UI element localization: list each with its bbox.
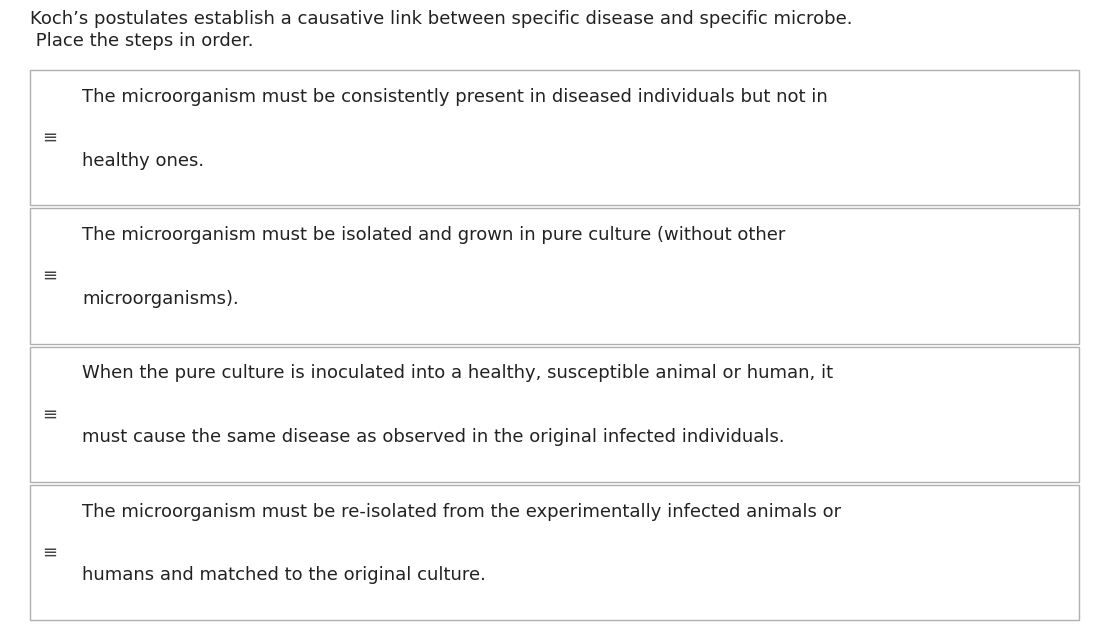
Text: humans and matched to the original culture.: humans and matched to the original cultu… [82, 566, 486, 584]
Text: When the pure culture is inoculated into a healthy, susceptible animal or human,: When the pure culture is inoculated into… [82, 364, 833, 382]
Text: The microorganism must be consistently present in diseased individuals but not i: The microorganism must be consistently p… [82, 88, 827, 106]
FancyBboxPatch shape [30, 208, 1079, 344]
FancyBboxPatch shape [30, 485, 1079, 620]
Text: microorganisms).: microorganisms). [82, 290, 238, 308]
Text: ≡: ≡ [42, 543, 58, 561]
Text: ≡: ≡ [42, 405, 58, 423]
Text: Place the steps in order.: Place the steps in order. [30, 32, 254, 50]
Text: healthy ones.: healthy ones. [82, 152, 204, 169]
Text: Koch’s postulates establish a causative link between specific disease and specif: Koch’s postulates establish a causative … [30, 10, 853, 28]
FancyBboxPatch shape [30, 70, 1079, 205]
Text: The microorganism must be re-isolated from the experimentally infected animals o: The microorganism must be re-isolated fr… [82, 503, 841, 521]
FancyBboxPatch shape [30, 346, 1079, 482]
Text: ≡: ≡ [42, 267, 58, 285]
Text: The microorganism must be isolated and grown in pure culture (without other: The microorganism must be isolated and g… [82, 226, 785, 244]
Text: ≡: ≡ [42, 129, 58, 147]
Text: must cause the same disease as observed in the original infected individuals.: must cause the same disease as observed … [82, 428, 785, 446]
